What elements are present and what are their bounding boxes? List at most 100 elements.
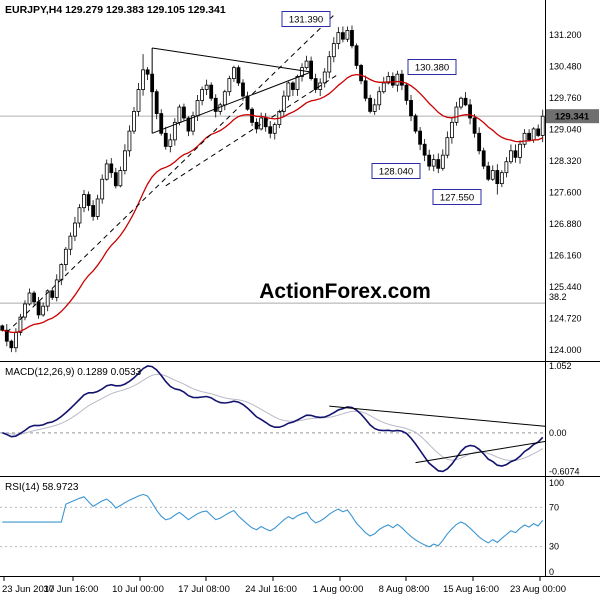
candle-body: [218, 104, 223, 112]
candle-body: [195, 100, 200, 117]
candle-body: [259, 117, 264, 130]
candle-body: [109, 163, 114, 174]
price-axis-label: 128.320: [549, 156, 582, 166]
candle-body: [472, 117, 477, 134]
triangle-bottom: [151, 71, 312, 134]
candle-body: [13, 332, 18, 349]
candle-body: [23, 303, 27, 318]
price-axis-label: 124.000: [549, 345, 582, 355]
candle-body: [486, 165, 491, 180]
candle-body: [231, 67, 236, 79]
candle-body: [454, 106, 459, 123]
candle-body: [281, 95, 286, 112]
time-axis-label: 24 Jul 16:00: [245, 584, 297, 595]
candle-body: [254, 121, 259, 130]
candle-body: [431, 159, 436, 167]
candle-body: [141, 69, 145, 90]
candle-body: [200, 89, 205, 101]
fib-382-label: 38.2: [549, 292, 567, 302]
right-price-axis: 131.200 130.480 129.760 129.040 128.320 127.6…: [546, 30, 599, 577]
candle-body: [68, 235, 73, 250]
candle-body: [291, 82, 295, 90]
price-axis-label: 125.440: [549, 282, 582, 292]
price-annotation-label: 127.550: [440, 193, 474, 204]
candle-body: [9, 340, 14, 349]
macd-panel[interactable]: [0, 365, 547, 473]
candle-body: [377, 91, 382, 106]
candle-body: [427, 154, 432, 167]
candle-body: [209, 84, 214, 99]
candle-body: [86, 194, 91, 206]
candle-body: [168, 139, 173, 147]
candle-body: [445, 137, 450, 156]
candle-body: [327, 56, 332, 73]
candle-body: [77, 207, 82, 224]
candle-body: [304, 60, 309, 69]
candle-body: [468, 104, 472, 119]
price-chart-panel[interactable]: [0, 12, 545, 353]
macd-axis-label: 1.052: [549, 361, 572, 371]
price-axis-label: 129.760: [549, 93, 582, 103]
candle-body: [459, 97, 463, 108]
candle-body: [395, 73, 400, 86]
candle-body: [404, 84, 409, 101]
candle-body: [236, 67, 241, 84]
time-axis-label: 17 Jul 08:00: [178, 584, 230, 595]
candle-body: [368, 97, 373, 112]
current-price-label: 129.341: [555, 112, 590, 123]
candle-body: [222, 91, 227, 106]
candle-body: [227, 78, 232, 93]
candle-body: [132, 111, 136, 132]
candle-body: [191, 115, 195, 132]
candle-body: [499, 172, 504, 185]
inner-rising-support-dashed: [165, 73, 339, 187]
candle-body: [122, 150, 127, 171]
candle-body: [513, 150, 518, 158]
candle-body: [481, 150, 486, 167]
candle-body: [359, 65, 363, 82]
time-axis-label: 23 Aug 00:00: [510, 584, 566, 595]
candle-body: [104, 163, 109, 180]
macd-upper-trendline: [329, 405, 545, 427]
price-annotation-label: 130.380: [415, 63, 449, 74]
macd-axis-label: 0.00: [549, 428, 567, 438]
candle-body: [272, 124, 277, 134]
price-chart-overlay: 131.390 130.380 128.040 127.550: [281, 11, 482, 205]
macd-indicator-label: MACD(12,26,9) 0.1289 0.0533: [5, 367, 142, 378]
triangle-top: [152, 47, 312, 73]
rsi-axis-label: 100: [549, 478, 564, 488]
rsi-panel[interactable]: [0, 493, 545, 548]
candle-body: [518, 143, 522, 158]
candle-body: [363, 80, 368, 99]
candle-body: [63, 248, 68, 265]
candle-body: [436, 159, 441, 169]
rsi-axis-label: 0: [549, 567, 554, 577]
price-annotation-box: [407, 59, 457, 75]
candle-body: [204, 84, 209, 90]
candle-body: [82, 194, 86, 209]
candle-body: [340, 32, 345, 40]
candle-body: [536, 128, 541, 136]
candle-body: [509, 150, 513, 163]
candle-body: [295, 76, 300, 90]
price-axis-label: 129.040: [549, 124, 582, 134]
candle-body: [159, 113, 164, 134]
price-annotation-box: [371, 163, 421, 179]
candle-body: [354, 45, 359, 66]
candle-body: [413, 115, 418, 132]
candle-body: [154, 91, 159, 115]
candle-body: [241, 82, 245, 97]
price-annotation-box: [281, 11, 331, 27]
candle-body: [345, 30, 350, 40]
candle-body: [490, 170, 495, 180]
symbol-title: EURJPY,H4 129.279 129.383 129.105 129.34…: [5, 4, 226, 16]
price-axis-label: 131.200: [549, 30, 582, 40]
price-annotation-box: [432, 189, 482, 205]
candle-body: [409, 100, 413, 117]
candle-body: [386, 76, 391, 84]
candle-body: [449, 121, 454, 139]
candle-body: [113, 172, 118, 187]
moving-average-line: [2, 73, 543, 334]
